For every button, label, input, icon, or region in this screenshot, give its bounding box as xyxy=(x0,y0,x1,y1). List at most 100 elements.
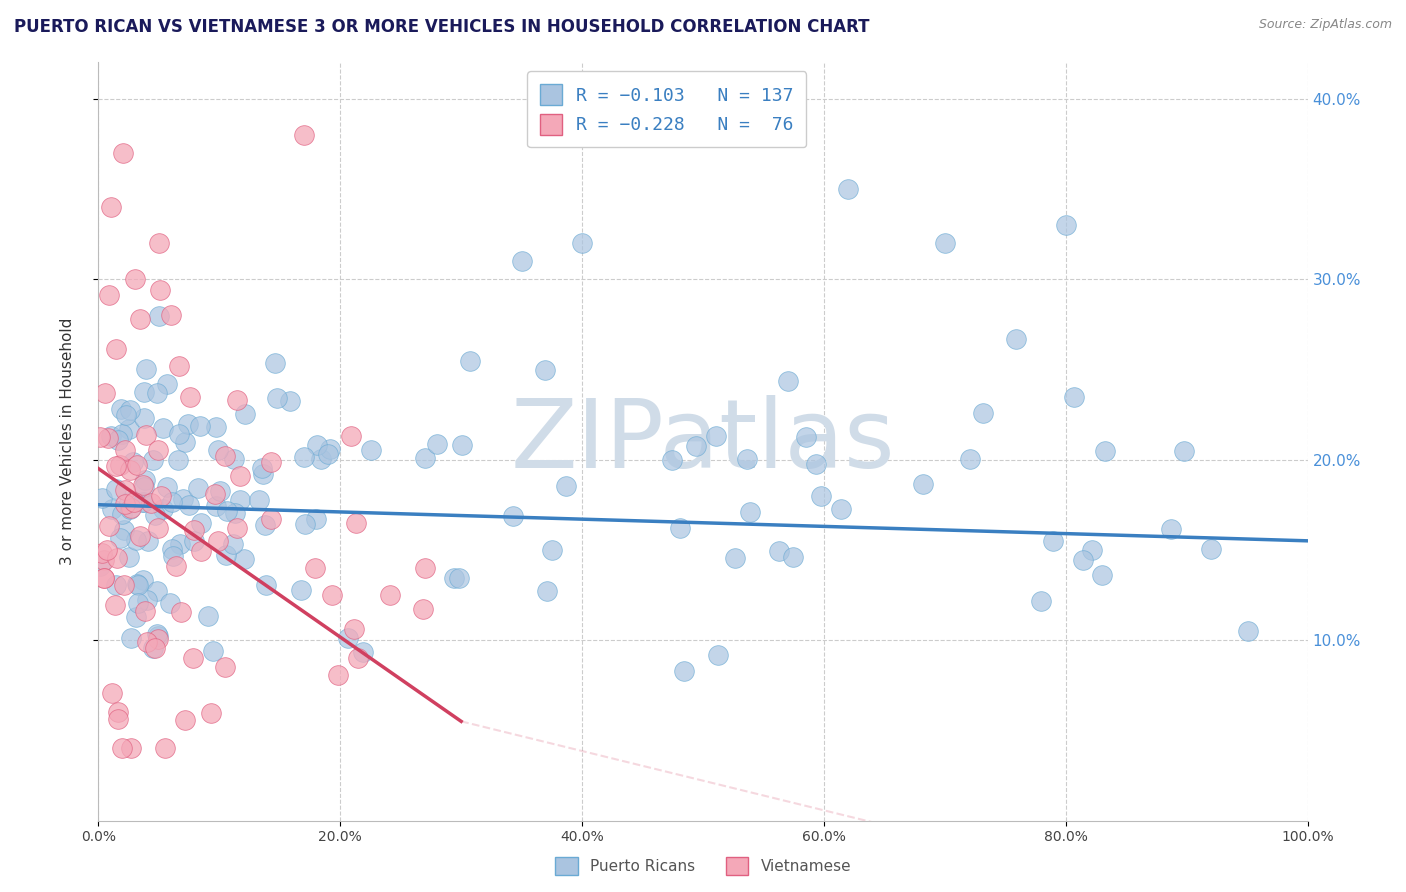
Point xyxy=(207,442,229,457)
Point xyxy=(292,450,315,464)
Point xyxy=(810,489,832,503)
Point xyxy=(724,550,747,565)
Point xyxy=(380,588,402,602)
Point xyxy=(120,501,142,516)
Point xyxy=(114,408,136,422)
Point xyxy=(172,491,194,506)
Point xyxy=(132,384,155,399)
Point xyxy=(207,534,229,549)
Point xyxy=(704,429,727,443)
Point xyxy=(105,482,128,496)
Point xyxy=(443,571,465,585)
Point xyxy=(149,489,172,503)
Point xyxy=(118,463,141,477)
Point xyxy=(360,443,382,458)
Point xyxy=(183,523,205,537)
Point xyxy=(413,451,436,466)
Point xyxy=(149,283,172,297)
Point xyxy=(117,549,139,564)
Point xyxy=(502,508,524,523)
Point xyxy=(125,610,148,624)
Point xyxy=(260,455,283,469)
Point xyxy=(1071,553,1094,567)
Point xyxy=(114,442,136,457)
Point xyxy=(541,543,564,558)
Point xyxy=(305,512,328,526)
Point xyxy=(232,552,254,566)
Point xyxy=(132,410,155,425)
Point xyxy=(305,438,328,452)
Point xyxy=(250,461,273,475)
Point xyxy=(229,492,252,507)
Point xyxy=(125,533,148,547)
Point xyxy=(554,479,576,493)
Point xyxy=(1160,522,1182,536)
Point xyxy=(204,500,226,514)
Point xyxy=(740,505,762,519)
Point xyxy=(304,561,326,575)
Point xyxy=(1042,533,1064,548)
Point xyxy=(148,632,170,646)
Point xyxy=(321,588,343,602)
Point xyxy=(96,542,118,557)
Point xyxy=(316,447,339,461)
Y-axis label: 3 or more Vehicles in Household: 3 or more Vehicles in Household xyxy=(60,318,75,566)
Point xyxy=(146,627,169,641)
Point xyxy=(127,578,149,592)
Point xyxy=(179,390,201,404)
Point xyxy=(1054,218,1077,232)
Point xyxy=(170,605,193,619)
Point xyxy=(972,406,994,420)
Point xyxy=(205,420,228,434)
Point xyxy=(224,507,246,521)
Point xyxy=(1236,624,1258,639)
Point xyxy=(343,622,366,636)
Point xyxy=(108,458,131,473)
Point xyxy=(146,521,169,535)
Point xyxy=(1029,594,1052,608)
Point xyxy=(778,375,800,389)
Point xyxy=(108,532,131,546)
Point xyxy=(142,641,165,656)
Point xyxy=(201,644,224,658)
Point xyxy=(319,442,342,456)
Text: PUERTO RICAN VS VIETNAMESE 3 OR MORE VEHICLES IN HOUSEHOLD CORRELATION CHART: PUERTO RICAN VS VIETNAMESE 3 OR MORE VEH… xyxy=(14,18,869,36)
Point xyxy=(253,517,276,532)
Point xyxy=(222,537,245,551)
Point xyxy=(143,640,166,655)
Point xyxy=(120,403,142,417)
Point xyxy=(132,479,155,493)
Point xyxy=(181,651,204,665)
Point xyxy=(224,452,246,467)
Point xyxy=(91,546,114,560)
Point xyxy=(110,402,132,417)
Point xyxy=(100,502,122,516)
Point xyxy=(215,503,238,517)
Point xyxy=(146,583,169,598)
Point xyxy=(235,408,257,422)
Point xyxy=(105,551,128,566)
Point xyxy=(208,483,231,498)
Point xyxy=(340,428,363,442)
Point xyxy=(215,548,238,562)
Point xyxy=(89,430,111,444)
Point xyxy=(132,494,155,508)
Point xyxy=(153,741,176,756)
Point xyxy=(135,635,157,649)
Point xyxy=(120,741,142,756)
Point xyxy=(160,541,183,556)
Point xyxy=(169,537,191,551)
Point xyxy=(134,474,156,488)
Point xyxy=(120,632,142,646)
Point xyxy=(160,308,183,322)
Point xyxy=(127,577,149,591)
Point xyxy=(794,430,817,444)
Point xyxy=(135,361,157,376)
Point xyxy=(661,452,683,467)
Point xyxy=(135,428,157,442)
Point xyxy=(352,645,374,659)
Point xyxy=(152,421,174,435)
Point xyxy=(174,713,197,727)
Point xyxy=(229,469,252,483)
Point xyxy=(290,583,312,598)
